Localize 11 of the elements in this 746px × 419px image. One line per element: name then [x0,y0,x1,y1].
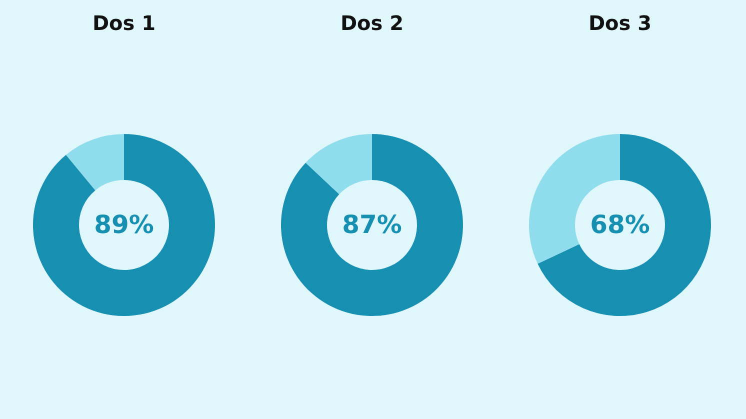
text: 87% [342,210,402,239]
donut-slice [281,134,463,316]
chart-title: Dos 1 [92,11,156,35]
donut-slice [33,134,215,316]
chart-title: Dos 2 [340,11,404,35]
chart-title: Dos 3 [588,11,652,35]
donut-slice [538,134,711,316]
donut-slice [306,134,372,194]
text: 68% [590,210,650,239]
text: 89% [94,210,154,239]
donut-slice [66,134,124,190]
